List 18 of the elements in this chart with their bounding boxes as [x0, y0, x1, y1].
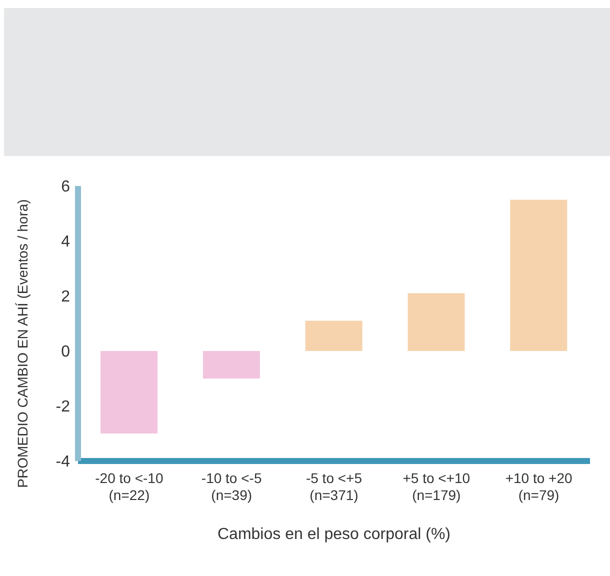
- x-axis-title: Cambios en el peso corporal (%): [218, 526, 450, 543]
- x-tick-label: -10 to <-5 (n=39): [201, 470, 262, 503]
- y-axis-title: PROMEDIO CAMBIO EN AHÍ (Eventos / hora): [14, 199, 31, 488]
- y-tick-label: 0: [61, 344, 70, 361]
- x-tick-label: +10 to +20 (n=79): [505, 470, 572, 503]
- y-tick-label: -4: [56, 454, 70, 471]
- x-tick-label: +5 to <+10 (n=179): [402, 470, 470, 503]
- y-tick-label: -2: [56, 398, 70, 416]
- bar: [510, 200, 568, 351]
- bar: [305, 320, 362, 351]
- x-tick-label: -5 to <+5 (n=371): [306, 470, 362, 503]
- bar: [408, 293, 465, 351]
- y-tick-label: 2: [61, 288, 70, 306]
- y-tick-label: 6: [61, 178, 70, 196]
- x-tick-label: -20 to <-10 (n=22): [95, 470, 164, 503]
- bar: [100, 351, 158, 434]
- y-tick-label: 4: [61, 234, 70, 251]
- bar: [202, 351, 260, 378]
